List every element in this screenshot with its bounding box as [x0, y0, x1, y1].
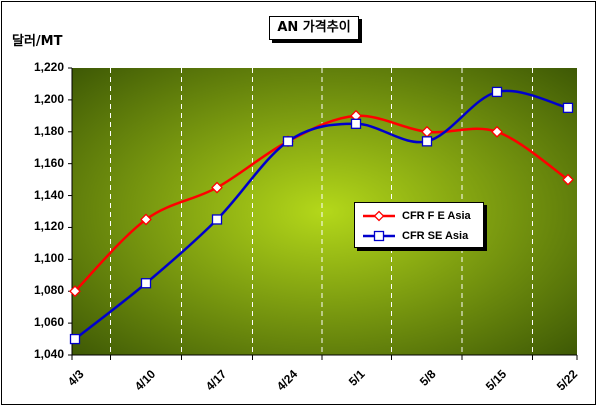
y-tick-label: 1,180	[33, 123, 64, 138]
y-tick-label: 1,200	[33, 91, 64, 106]
legend-item-se-asia: CFR SE Asia	[361, 228, 468, 244]
legend-label-fe-asia: CFR F E Asia	[402, 210, 471, 222]
y-tick-label: 1,100	[33, 251, 64, 266]
chart-title: AN 가격추이	[269, 16, 359, 40]
data-point	[140, 278, 152, 289]
data-point	[69, 333, 81, 345]
plot-area	[72, 68, 577, 355]
data-point	[69, 285, 81, 298]
data-point	[421, 136, 433, 147]
series-cfr-se-asia	[69, 86, 574, 345]
data-point	[211, 214, 223, 225]
data-point	[211, 181, 223, 194]
legend-item-fe-asia: CFR F E Asia	[361, 208, 471, 224]
data-point	[350, 118, 362, 129]
legend: CFR F E Asia CFR SE Asia	[354, 202, 484, 248]
data-point	[491, 86, 503, 98]
legend-swatch-se-asia	[363, 230, 395, 242]
legend-swatch-fe-asia	[363, 210, 395, 222]
y-tick-label: 1,120	[33, 219, 64, 234]
axes	[68, 67, 578, 360]
y-tick-label: 1,060	[33, 315, 64, 330]
legend-label-se-asia: CFR SE Asia	[402, 230, 469, 242]
y-tick-label: 1,140	[33, 187, 64, 202]
y-tick-label: 1,160	[33, 155, 64, 170]
data-point	[562, 102, 574, 114]
y-tick-label: 1,080	[33, 283, 64, 298]
data-point	[282, 136, 294, 147]
series-layer	[69, 86, 574, 345]
data-point	[491, 125, 503, 138]
data-point	[140, 213, 152, 226]
data-point	[562, 173, 574, 186]
y-tick-label: 1,220	[33, 60, 64, 74]
y-tick-label: 1,040	[33, 347, 64, 361]
y-axis-label: 달러/MT	[12, 34, 63, 49]
